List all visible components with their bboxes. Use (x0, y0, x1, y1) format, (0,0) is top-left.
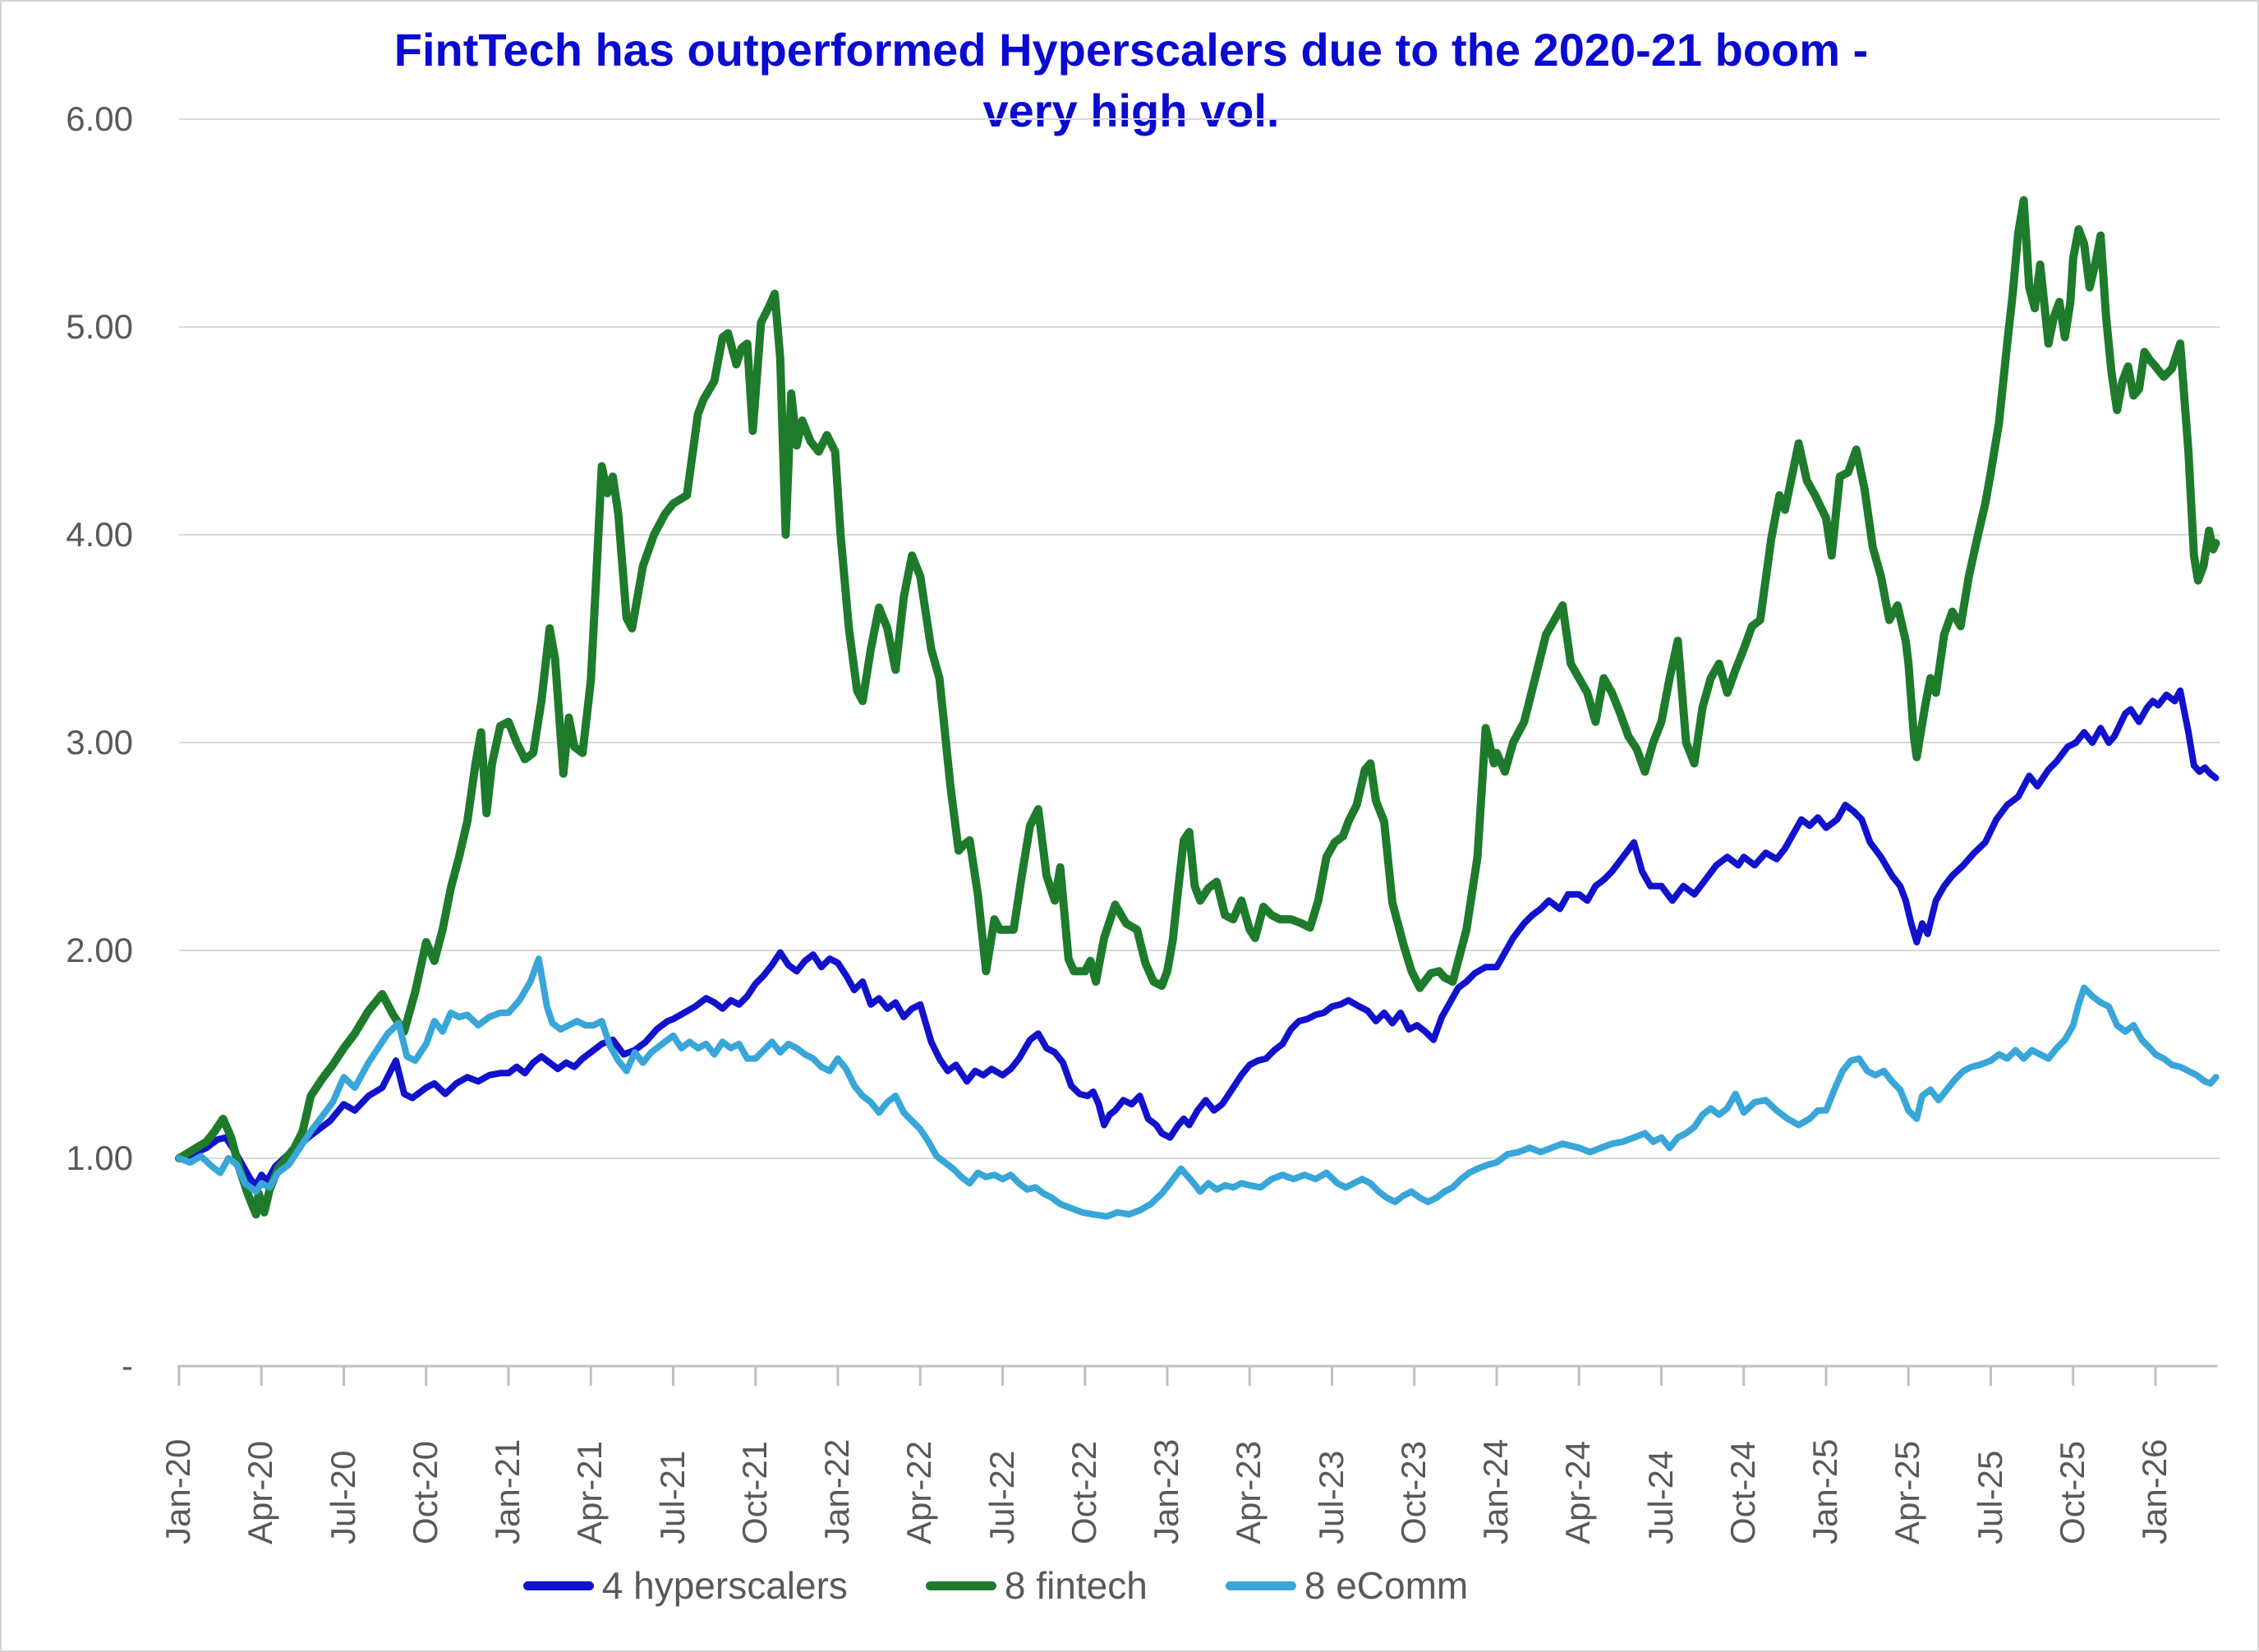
x-tick-label-Oct-20: Oct-20 (405, 1440, 444, 1544)
x-tick-label-Jul-21: Jul-21 (652, 1450, 692, 1544)
series-line-8-ecomm (176, 955, 2220, 1220)
series-line-4-hyperscalers (176, 687, 2220, 1189)
y-tick-label--: - (122, 1346, 133, 1385)
x-tick-label-Oct-21: Oct-21 (734, 1440, 774, 1544)
y-tick-label-6.00: 6.00 (66, 99, 133, 138)
x-tick-label-Jan-21: Jan-21 (488, 1438, 527, 1544)
series-line-8-fintech (175, 196, 2220, 1219)
chart-title-line1: FintTech has outperformed Hyperscalers d… (393, 24, 1869, 76)
x-tick-label-Apr-25: Apr-25 (1888, 1440, 1927, 1544)
x-tick-label-Apr-24: Apr-24 (1558, 1440, 1598, 1544)
x-tick-label-Apr-21: Apr-21 (570, 1440, 610, 1544)
x-tick-label-Apr-20: Apr-20 (241, 1440, 280, 1544)
x-tick-label-Jan-25: Jan-25 (1806, 1438, 1844, 1544)
legend-label-ecomm: 8 eComm (1304, 1564, 1469, 1607)
x-tick-label-Oct-23: Oct-23 (1393, 1440, 1433, 1544)
y-tick-label-1.00: 1.00 (66, 1139, 133, 1177)
x-tick-label-Apr-23: Apr-23 (1229, 1440, 1268, 1544)
x-tick-label-Jan-20: Jan-20 (159, 1438, 197, 1544)
chart-title-line2: very high vol. (982, 84, 1280, 136)
legend-item-ecomm[interactable]: 8 eComm (1225, 1564, 1469, 1607)
x-tick-label-Oct-24: Oct-24 (1723, 1440, 1762, 1544)
x-tick-label-Jul-23: Jul-23 (1311, 1450, 1350, 1544)
x-tick-label-Jan-24: Jan-24 (1476, 1438, 1515, 1544)
x-tick-label-Jul-24: Jul-24 (1640, 1450, 1680, 1544)
y-tick-label-3.00: 3.00 (66, 723, 133, 762)
x-tick-label-Apr-22: Apr-22 (899, 1440, 939, 1544)
x-tick-label-Jul-25: Jul-25 (1970, 1450, 2009, 1544)
legend-swatch-ecomm (1225, 1581, 1296, 1590)
x-tick-label-Jan-26: Jan-26 (2135, 1438, 2174, 1544)
legend-label-hyperscalers: 4 hyperscalers (601, 1564, 848, 1607)
legend-item-hyperscalers[interactable]: 4 hyperscalers (522, 1564, 848, 1607)
x-tick-label-Jul-22: Jul-22 (982, 1450, 1021, 1544)
chart-legend: 4 hyperscalers 8 fintech 8 eComm (347, 1567, 1645, 1604)
x-tick-label-Jan-23: Jan-23 (1147, 1438, 1185, 1544)
legend-swatch-fintech (925, 1581, 996, 1590)
legend-swatch-hyperscalers (522, 1581, 594, 1590)
y-tick-label-2.00: 2.00 (66, 931, 133, 969)
legend-item-fintech[interactable]: 8 fintech (925, 1564, 1148, 1607)
legend-label-fintech: 8 fintech (1004, 1564, 1148, 1607)
x-tick-label-Oct-22: Oct-22 (1064, 1440, 1103, 1544)
chart-title: FintTech has outperformed Hyperscalers d… (2, 20, 2257, 141)
x-tick-label-Jan-22: Jan-22 (817, 1438, 856, 1544)
y-tick-label-5.00: 5.00 (66, 307, 133, 346)
x-tick-label-Oct-25: Oct-25 (2052, 1440, 2091, 1544)
x-tick-label-Jul-20: Jul-20 (323, 1450, 362, 1544)
y-tick-label-4.00: 4.00 (66, 515, 133, 554)
